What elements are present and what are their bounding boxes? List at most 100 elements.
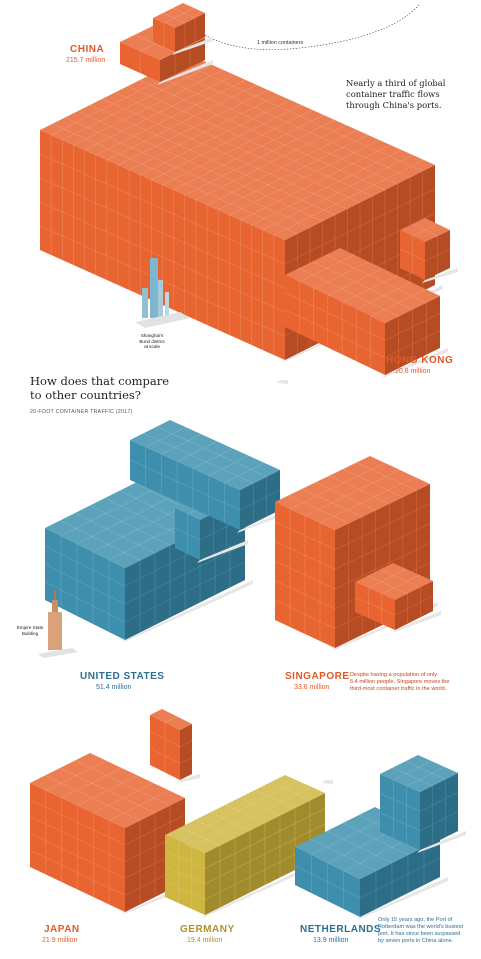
japan-value: 21.9 million bbox=[42, 937, 78, 944]
grid-line bbox=[74, 760, 171, 806]
grid-line bbox=[124, 814, 186, 846]
grid-line bbox=[44, 581, 126, 623]
block-shadow bbox=[172, 37, 213, 55]
grid-line bbox=[359, 857, 441, 899]
grid-line bbox=[29, 816, 126, 862]
grid-line bbox=[298, 268, 399, 317]
grid-line bbox=[143, 433, 254, 484]
block-shadow bbox=[392, 611, 441, 633]
singapore-step-top-face bbox=[355, 563, 433, 600]
grid-line bbox=[367, 575, 408, 594]
shanghai-tower bbox=[165, 292, 169, 318]
grid-line bbox=[163, 7, 195, 24]
netherlands-note-line: port. It has since been surpassed bbox=[378, 931, 461, 937]
united-states-back-top-face bbox=[130, 420, 280, 490]
hong-kong-value: 20.8 million bbox=[395, 368, 431, 375]
grid-line bbox=[384, 313, 441, 341]
china-unit-upper-right-face bbox=[175, 13, 205, 52]
grid-line bbox=[127, 86, 373, 197]
netherlands-note-line: Only 15 years ago, the Port of bbox=[378, 917, 453, 923]
shanghai-tower bbox=[158, 280, 163, 318]
block-shadow bbox=[122, 580, 253, 643]
intro-note-line: container traffic flows bbox=[346, 89, 440, 99]
grid-line bbox=[177, 61, 423, 172]
grid-line bbox=[152, 73, 398, 184]
singapore-note-line: 5.4 million people, Singapore moves the bbox=[350, 679, 450, 685]
grid-line bbox=[224, 804, 266, 824]
intro-note-line: Nearly a third of global bbox=[346, 78, 446, 88]
grid-line bbox=[394, 595, 434, 616]
grid-line bbox=[102, 98, 348, 209]
grid-line bbox=[342, 822, 409, 856]
grid-line bbox=[380, 569, 421, 588]
grid-line bbox=[29, 849, 126, 896]
grid-line bbox=[209, 812, 251, 831]
empire-state-label: Empire State Building bbox=[12, 625, 48, 636]
grid-line bbox=[334, 503, 431, 550]
grid-line bbox=[179, 740, 193, 747]
grid-line bbox=[39, 177, 286, 289]
grid-line bbox=[139, 79, 386, 191]
germany-name: GERMANY bbox=[180, 924, 235, 935]
shanghai-base bbox=[135, 312, 190, 328]
grid-line bbox=[379, 812, 421, 831]
grid-line bbox=[288, 495, 349, 524]
grid-line bbox=[89, 104, 336, 216]
grid-line bbox=[302, 488, 363, 518]
grid-line bbox=[52, 123, 298, 234]
grid-line bbox=[74, 512, 156, 554]
grid-line bbox=[156, 426, 267, 477]
grid-line bbox=[204, 808, 326, 869]
shanghai-label: Shanghai's Bund district at scale bbox=[132, 333, 172, 350]
grid-line bbox=[342, 468, 403, 498]
grid-line bbox=[192, 448, 233, 469]
block-shadow bbox=[422, 268, 458, 283]
grid-line bbox=[164, 716, 178, 723]
shanghai-label-line: Shanghai's bbox=[140, 333, 164, 338]
grid-line bbox=[315, 482, 376, 511]
china-value: 215.7 million bbox=[66, 57, 106, 64]
grid-line bbox=[29, 833, 126, 879]
grid-line bbox=[393, 760, 432, 781]
grid-line bbox=[384, 330, 441, 358]
china-name: CHINA bbox=[70, 44, 105, 55]
section-subtitle: 20-FOOT CONTAINER TRAFFIC (2017) bbox=[30, 409, 133, 415]
empire-state-label-line: Empire State bbox=[16, 625, 44, 630]
grid-line bbox=[419, 792, 459, 812]
grid-line bbox=[29, 799, 126, 846]
grid-line bbox=[77, 111, 323, 222]
grid-line bbox=[399, 248, 426, 262]
grid-line bbox=[177, 441, 218, 462]
unit-legend-label: 1 million containers bbox=[257, 40, 304, 46]
grid-line bbox=[149, 748, 181, 764]
block-shadow bbox=[277, 380, 288, 384]
grid-line bbox=[310, 838, 377, 872]
grid-line bbox=[274, 521, 336, 550]
grid-line bbox=[44, 775, 141, 821]
grid-line bbox=[254, 789, 296, 809]
grid-line bbox=[412, 223, 438, 237]
section-title: How does that compare to other countries… bbox=[30, 374, 169, 402]
grid-line bbox=[284, 188, 436, 265]
intro-note-line: through China's ports. bbox=[346, 100, 442, 110]
grid-line bbox=[424, 248, 451, 262]
grid-line bbox=[89, 505, 171, 546]
grid-line bbox=[164, 865, 206, 885]
grid-line bbox=[204, 823, 326, 885]
grid-line bbox=[284, 292, 386, 341]
singapore-note: Despite having a population of only 5.4 … bbox=[350, 672, 450, 693]
grid-line bbox=[194, 819, 236, 839]
grid-line bbox=[274, 600, 336, 629]
grid-line bbox=[145, 426, 186, 448]
empire-state-spire bbox=[54, 590, 56, 600]
grid-line bbox=[381, 574, 420, 595]
grid-line bbox=[319, 476, 416, 524]
netherlands-name: NETHERLANDS bbox=[300, 924, 382, 935]
singapore-note-line: Despite having a population of only bbox=[350, 672, 438, 678]
grid-line bbox=[334, 523, 431, 570]
legend-connector bbox=[199, 3, 421, 50]
grid-line bbox=[419, 811, 459, 831]
grid-line bbox=[39, 153, 286, 265]
